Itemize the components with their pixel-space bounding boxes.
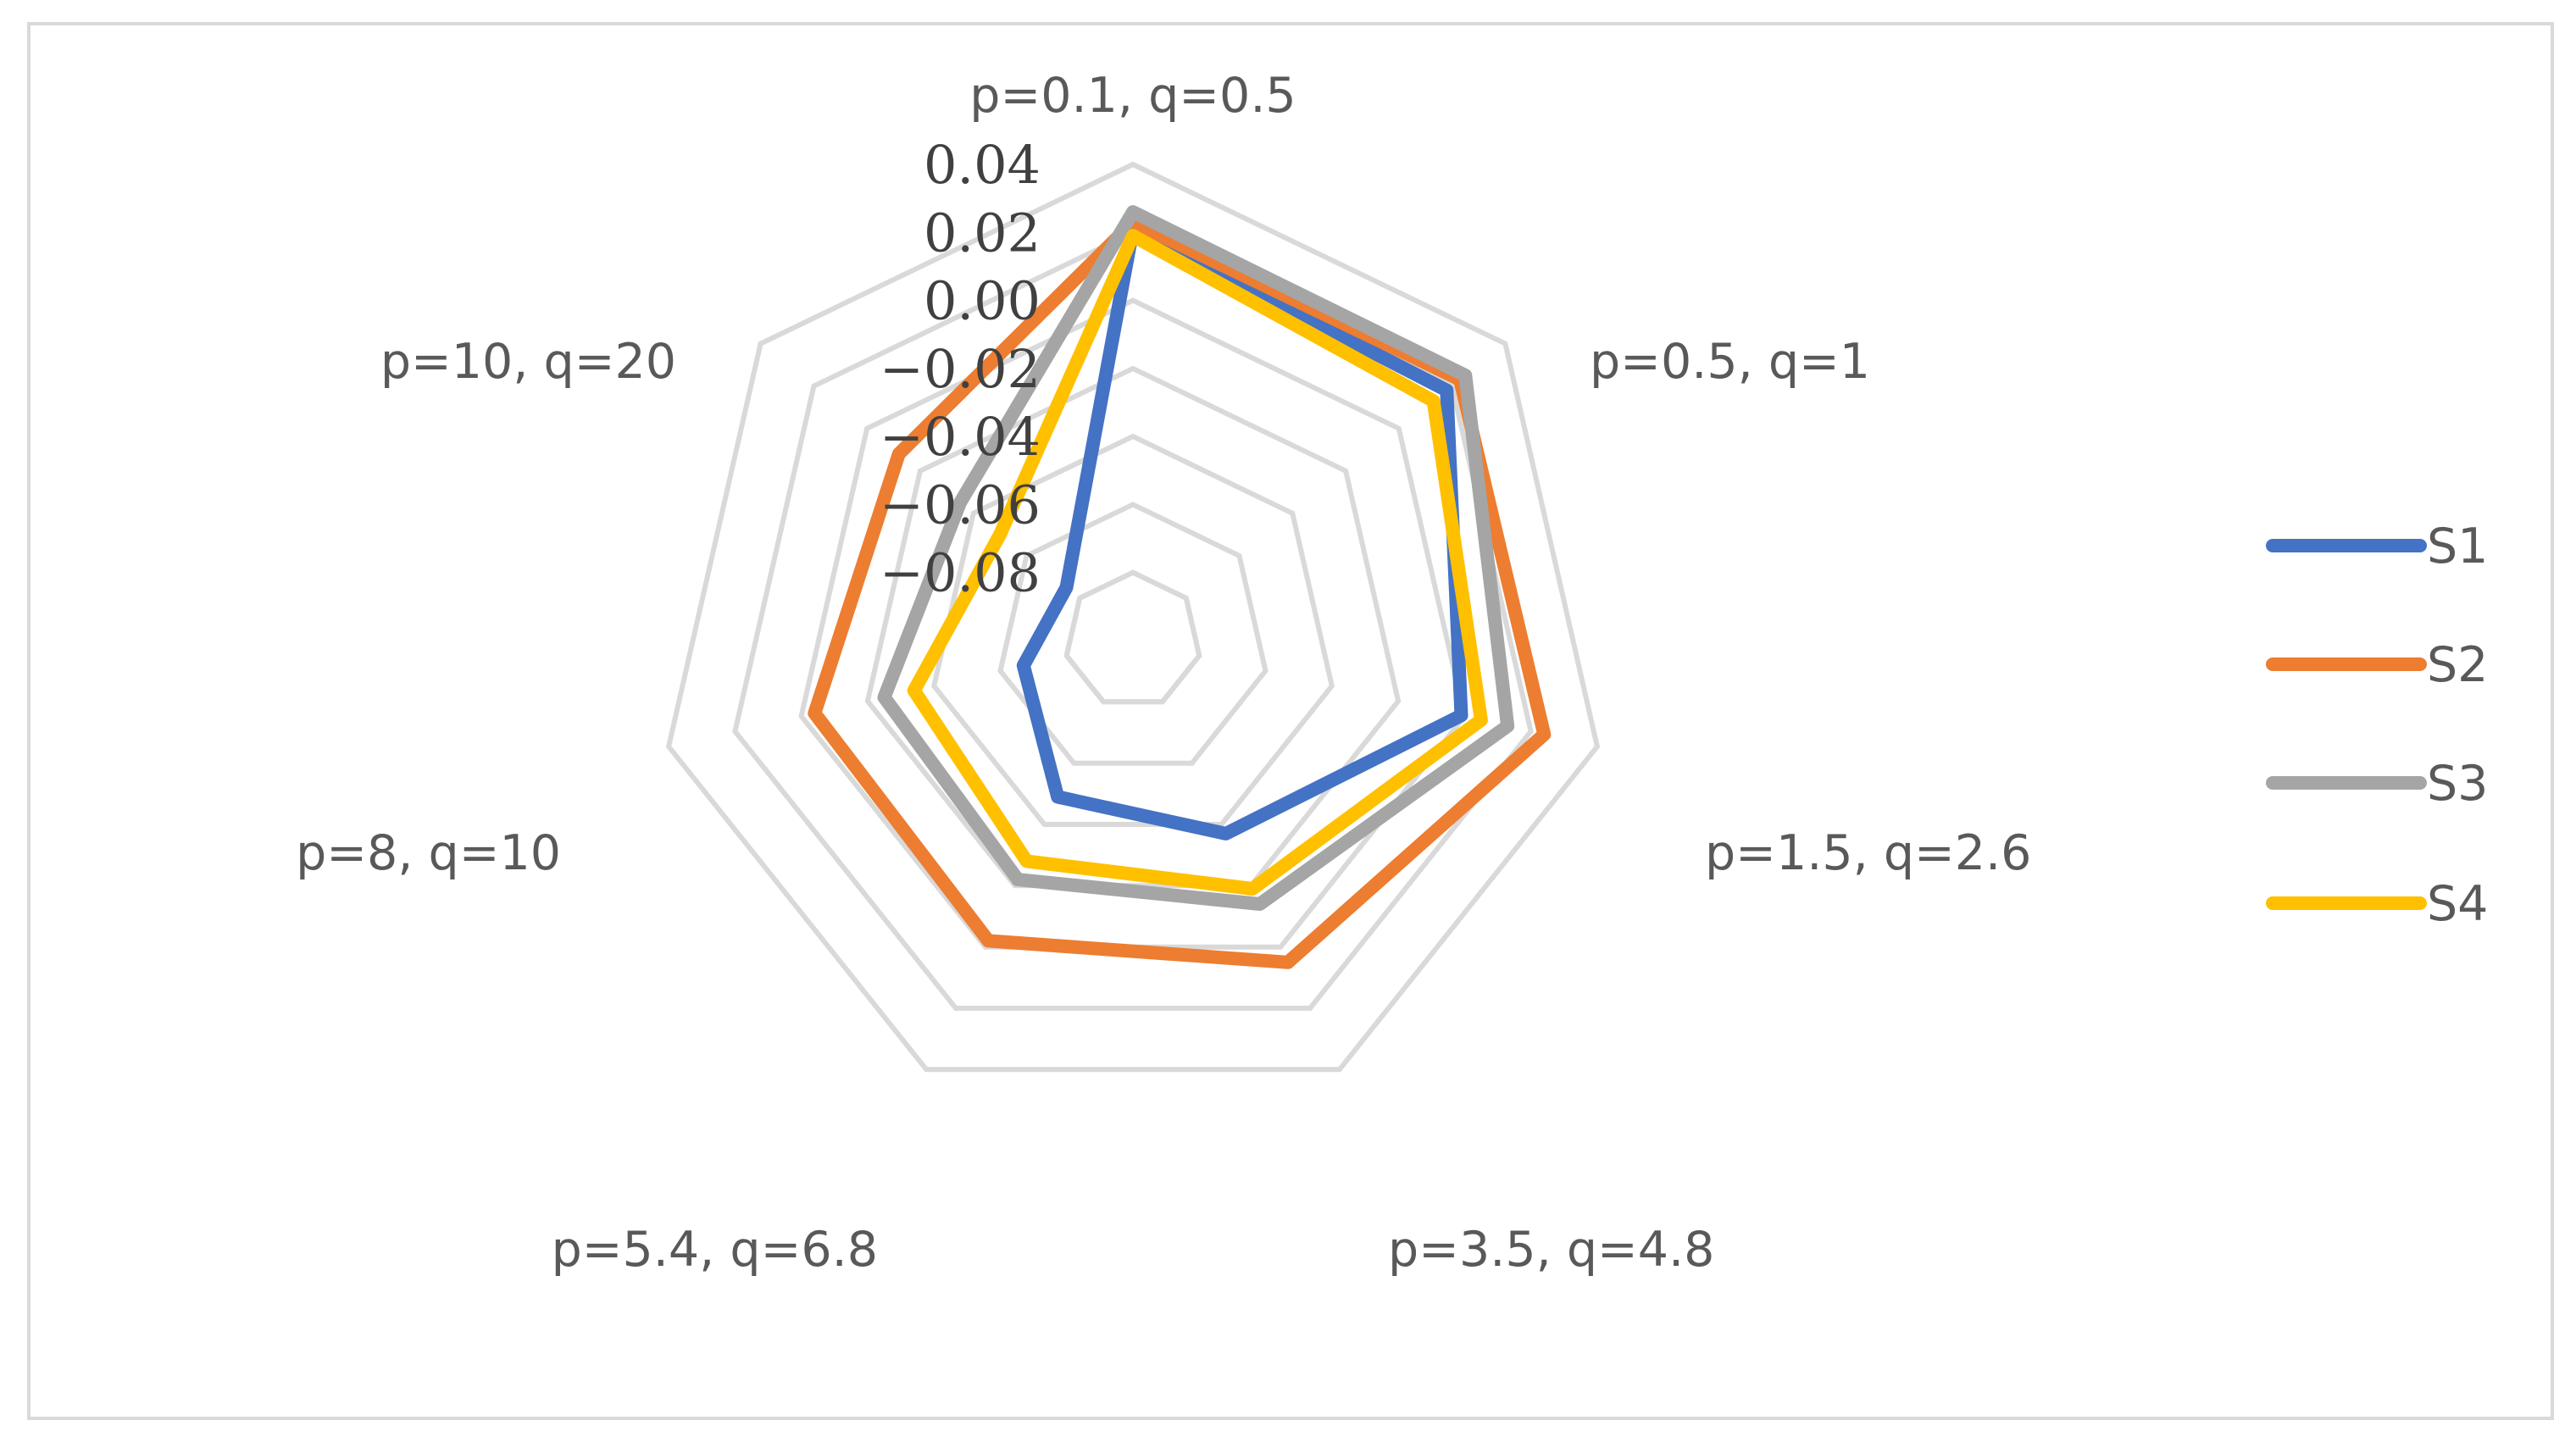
- category-label: p=1.5, q=2.6: [1705, 825, 2031, 881]
- tick-label: 0.00: [924, 270, 1041, 332]
- category-label: p=10, q=20: [380, 334, 676, 390]
- tick-label: −0.02: [880, 338, 1041, 400]
- category-label: p=3.5, q=4.8: [1388, 1222, 1714, 1278]
- legend-label-s3: S3: [2427, 756, 2488, 812]
- category-label: p=0.1, q=0.5: [969, 68, 1296, 124]
- category-label: p=5.4, q=6.8: [552, 1222, 878, 1278]
- tick-label: 0.02: [924, 202, 1041, 264]
- category-label: p=8, q=10: [296, 825, 561, 881]
- grid-ring: [732, 229, 1534, 1011]
- grid-ring: [997, 502, 1269, 766]
- category-label: p=0.5, q=1: [1590, 334, 1870, 390]
- category-labels: p=0.1, q=0.5 p=0.5, q=1 p=1.5, q=2.6 p=3.5,…: [296, 68, 2031, 1278]
- tick-label: 0.04: [924, 134, 1041, 196]
- legend-label-s2: S2: [2427, 637, 2488, 693]
- legend: S1 S2 S3 S4: [2266, 519, 2488, 932]
- chart-frame: [27, 22, 2554, 1420]
- radar-series: [808, 205, 1552, 969]
- tick-label: −0.08: [880, 542, 1041, 604]
- radar-grid: [665, 161, 1601, 1073]
- legend-label-s1: S1: [2427, 519, 2488, 574]
- tick-label: −0.04: [880, 406, 1041, 468]
- series-line-s1: [1016, 222, 1468, 841]
- radial-axis-ticks: 0.040.020.00−0.02−0.04−0.06 −0.08: [880, 134, 1041, 604]
- grid-ring-inner: [1063, 569, 1202, 705]
- series-line-s4: [907, 229, 1488, 896]
- grid-ring: [665, 161, 1601, 1073]
- grid-ring: [930, 433, 1335, 827]
- tick-label: −0.06: [880, 474, 1041, 535]
- series-line-s3: [877, 205, 1515, 911]
- legend-label-s4: S4: [2427, 876, 2488, 932]
